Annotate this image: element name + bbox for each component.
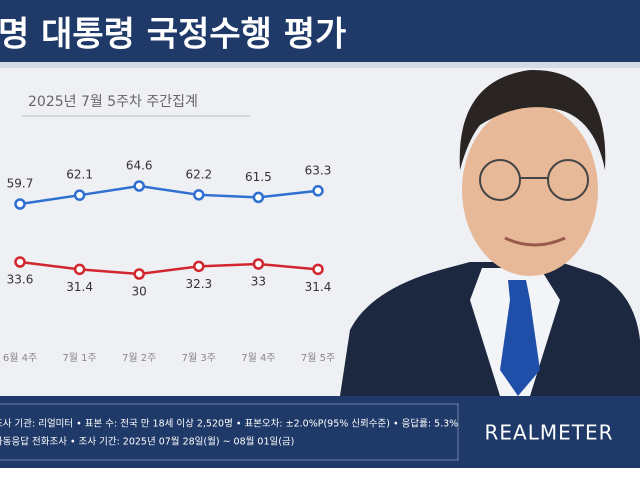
data-point bbox=[312, 185, 324, 197]
footer-box bbox=[0, 403, 459, 461]
logo: REALMETER bbox=[485, 421, 614, 445]
hair bbox=[459, 69, 606, 170]
footer-bar bbox=[0, 396, 640, 468]
mouth bbox=[504, 236, 566, 247]
footer-line: 조사 기관: 리얼미터 • 표본 수: 전국 만 18세 이상 2,520명 •… bbox=[0, 418, 458, 430]
x-tick-label: 7월 5주 bbox=[301, 352, 335, 364]
data-point bbox=[312, 263, 324, 276]
data-label: 62.1 bbox=[66, 168, 93, 182]
footer-line: 자동응답 전화조사 • 조사 기간: 2025년 07월 28일(월) ~ 08… bbox=[0, 436, 294, 448]
data-label: 31.4 bbox=[66, 280, 93, 294]
portrait bbox=[340, 69, 640, 396]
data-label: 63.3 bbox=[305, 163, 332, 177]
data-point bbox=[73, 263, 86, 276]
data-label: 32.3 bbox=[185, 277, 212, 291]
tie bbox=[500, 280, 540, 396]
data-label: 30 bbox=[132, 285, 147, 299]
data-label: 33.6 bbox=[7, 273, 34, 287]
x-tick-label: 7월 3주 bbox=[182, 352, 216, 364]
face bbox=[462, 104, 598, 276]
data-label: 62.2 bbox=[185, 167, 212, 181]
title-bar bbox=[0, 0, 640, 66]
data-point bbox=[14, 256, 26, 268]
chart-title: 명 대통령 국정수행 평가 bbox=[0, 15, 346, 55]
x-tick-label: 7월 2주 bbox=[122, 352, 156, 364]
data-label: 33 bbox=[251, 275, 266, 289]
data-point bbox=[193, 260, 205, 273]
glasses-right bbox=[547, 159, 589, 201]
title-underline bbox=[0, 62, 640, 68]
data-point bbox=[252, 258, 265, 270]
data-point bbox=[133, 180, 145, 192]
x-tick-label: 7월 4주 bbox=[241, 352, 275, 364]
data-label: 31.4 bbox=[305, 280, 332, 294]
series-line bbox=[19, 184, 319, 206]
data-point bbox=[193, 189, 205, 201]
data-point bbox=[73, 189, 86, 201]
x-tick-label: 7월 1주 bbox=[62, 352, 96, 364]
plot: 6월 4주 7월 1주 7월 2주 7월 3주 7월 4주 7월 5주 59.7 62.1 64… bbox=[3, 159, 335, 365]
chart-subtitle: 2025년 7월 5주차 주간집계 bbox=[28, 94, 198, 110]
data-label: 64.6 bbox=[126, 159, 153, 173]
data-point bbox=[14, 198, 26, 210]
series-line bbox=[19, 260, 319, 276]
data-label: 59.7 bbox=[7, 177, 34, 191]
data-point bbox=[133, 268, 145, 280]
data-point bbox=[252, 191, 265, 204]
glasses-left bbox=[479, 159, 521, 201]
x-tick-label: 6월 4주 bbox=[3, 352, 37, 364]
data-label: 61.5 bbox=[245, 170, 272, 184]
